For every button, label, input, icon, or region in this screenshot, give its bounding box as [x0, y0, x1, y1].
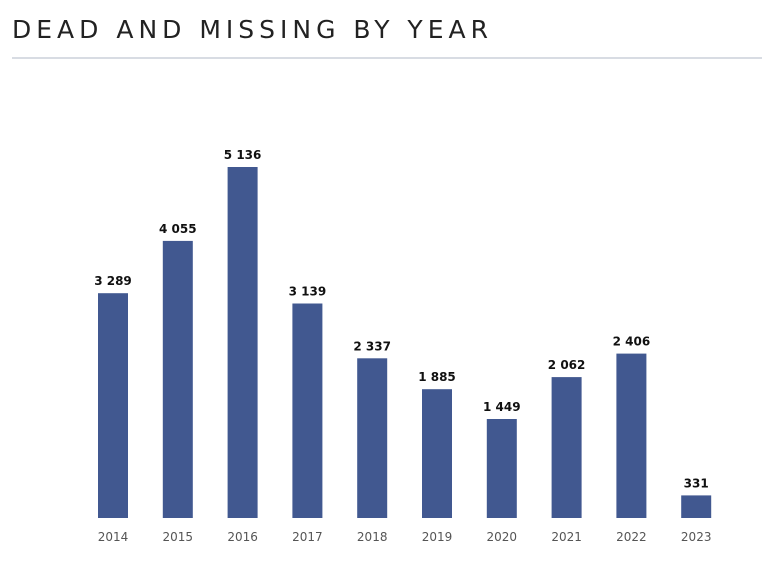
value-label-2020: 1 449: [483, 400, 521, 414]
value-label-2015: 4 055: [159, 222, 197, 236]
value-label-2017: 3 139: [289, 285, 327, 299]
bar-2017: [292, 303, 323, 518]
chart-title: DEAD AND MISSING BY YEAR: [12, 15, 493, 44]
x-tick-label-2022: 2022: [616, 530, 647, 544]
value-label-2023: 331: [684, 476, 709, 490]
value-label-2019: 1 885: [418, 370, 456, 384]
bar-2022: [616, 353, 647, 518]
x-tick-label-2016: 2016: [227, 530, 258, 544]
value-label-2022: 2 406: [613, 335, 651, 349]
bar-2020: [486, 419, 517, 518]
x-tick-label-2019: 2019: [422, 530, 453, 544]
value-label-2021: 2 062: [548, 358, 586, 372]
x-tick-label-2021: 2021: [551, 530, 582, 544]
bar-2023: [681, 495, 712, 518]
title-divider: [12, 57, 762, 59]
x-tick-label-2020: 2020: [487, 530, 518, 544]
bar-2018: [357, 358, 388, 518]
bar-2015: [162, 240, 193, 518]
value-labels-group: 3 289 4 055 5 136 3 139 2 337 1 885 1 449 2 062…: [94, 148, 709, 490]
x-tick-label-2023: 2023: [681, 530, 712, 544]
value-label-2014: 3 289: [94, 274, 132, 288]
bar-2014: [98, 293, 128, 518]
x-axis-ticks: 2014 2015 2016 2017 2018 2019 2020 2021 2022 2023: [98, 530, 712, 544]
bar-2016: [227, 167, 258, 518]
x-tick-label-2017: 2017: [292, 530, 323, 544]
bars-group: [98, 167, 712, 518]
bar-2021: [551, 377, 582, 518]
value-label-2016: 5 136: [224, 148, 262, 162]
x-tick-label-2018: 2018: [357, 530, 388, 544]
value-label-2018: 2 337: [353, 339, 391, 353]
bar-2019: [422, 389, 452, 518]
x-tick-label-2014: 2014: [98, 530, 129, 544]
x-tick-label-2015: 2015: [163, 530, 194, 544]
